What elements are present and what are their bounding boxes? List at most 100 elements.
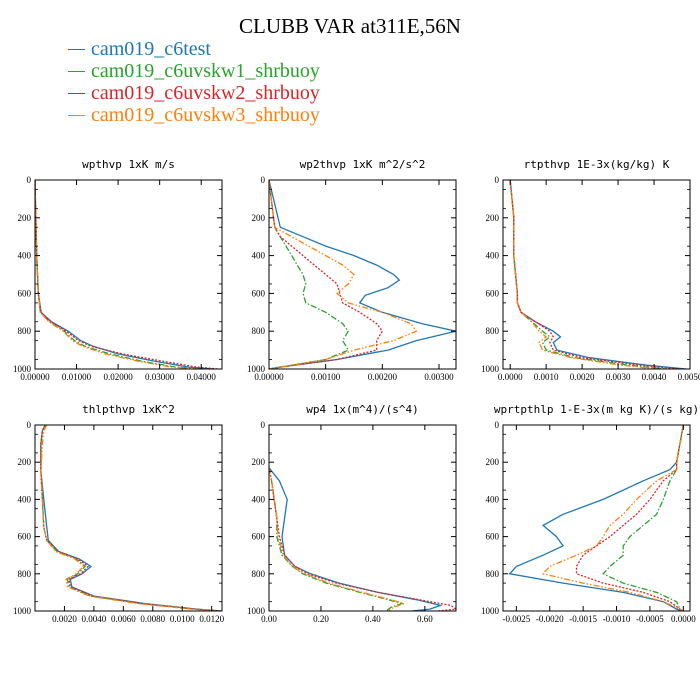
y-tick-label: 800 [252, 326, 266, 336]
series-line [35, 180, 202, 369]
x-tick-label: 0.0120 [199, 614, 224, 624]
series-line [40, 425, 218, 611]
legend-item: cam019_c6uvskw3_shrbuoy [68, 104, 320, 126]
x-tick-label: 0.0040 [82, 614, 107, 624]
panel-title: wp2thvp 1xK m^2/s^2 [300, 158, 426, 171]
legend-label: cam019_c6uvskw2_shrbuoy [91, 82, 320, 104]
legend: cam019_c6test cam019_c6uvskw1_shrbuoy ca… [68, 38, 320, 126]
y-tick-label: 400 [18, 251, 32, 261]
y-tick-label: 1000 [481, 606, 500, 616]
x-tick-label: 0.0080 [140, 614, 165, 624]
y-tick-label: 200 [252, 457, 266, 467]
y-tick-label: 400 [18, 494, 32, 504]
x-tick-label: -0.0015 [569, 614, 597, 624]
x-tick-label: 0.03000 [145, 372, 175, 382]
chart-panel: wprtpthlp 1-E-3x(m kg K)/(s kg) 0 200 400 60… [481, 403, 699, 624]
x-tick-label: 0.60 [417, 614, 433, 624]
series-line [575, 425, 684, 611]
legend-swatch [68, 92, 85, 94]
y-tick-label: 1000 [13, 364, 32, 374]
y-tick-label: 200 [486, 213, 500, 223]
y-tick-label: 0 [27, 175, 32, 185]
x-tick-label: 0.04000 [187, 372, 217, 382]
plot-frame [268, 179, 457, 370]
y-tick-label: 400 [252, 251, 266, 261]
x-tick-label: 0.01000 [62, 372, 92, 382]
y-tick-label: 600 [486, 532, 500, 542]
plot-frame [268, 424, 457, 612]
series-line [509, 180, 658, 369]
y-tick-label: 400 [486, 494, 500, 504]
series-line [269, 467, 407, 611]
y-tick-label: 0 [495, 420, 500, 430]
plot-frame [34, 424, 223, 612]
y-tick-label: 200 [252, 213, 266, 223]
x-tick-label: -0.0020 [536, 614, 564, 624]
series-line [269, 180, 384, 369]
legend-label: cam019_c6uvskw1_shrbuoy [91, 60, 320, 82]
x-tick-label: 0.0100 [170, 614, 195, 624]
x-tick-label: 0.0000 [671, 614, 696, 624]
y-tick-label: 0 [261, 420, 266, 430]
y-tick-label: 800 [18, 569, 32, 579]
series-line [269, 180, 350, 369]
panel-title: wp4 1x(m^4)/(s^4) [306, 403, 419, 416]
legend-label: cam019_c6test [91, 38, 211, 60]
series-line [602, 425, 684, 611]
series-line [269, 180, 456, 369]
panel-title: rtpthvp 1E-3x(kg/kg) K [524, 158, 670, 171]
x-tick-label: 0.0020 [570, 372, 595, 382]
series-line [35, 180, 198, 369]
legend-swatch [68, 114, 85, 116]
series-line [509, 180, 687, 369]
plot-frame [502, 179, 691, 370]
legend-item: cam019_c6test [68, 38, 320, 60]
y-tick-label: 200 [18, 213, 32, 223]
legend-item: cam019_c6uvskw1_shrbuoy [68, 60, 320, 82]
y-tick-label: 600 [486, 288, 500, 298]
series-line [35, 180, 218, 369]
y-tick-label: 400 [486, 251, 500, 261]
y-tick-label: 0 [27, 420, 32, 430]
x-tick-label: 0.40 [365, 614, 381, 624]
x-tick-label: 0.00100 [311, 372, 341, 382]
legend-swatch [68, 70, 85, 72]
x-tick-label: -0.0005 [636, 614, 664, 624]
panel-title: thlpthvp 1xK^2 [82, 403, 175, 416]
y-tick-label: 800 [252, 569, 266, 579]
y-tick-label: 800 [486, 326, 500, 336]
x-tick-label: -0.0025 [502, 614, 530, 624]
x-tick-label: 0.0000 [498, 372, 523, 382]
series-line [508, 425, 684, 611]
y-tick-label: 600 [252, 532, 266, 542]
y-tick-label: 200 [18, 457, 32, 467]
x-tick-label: 0.00000 [20, 372, 50, 382]
chart-panel: wp2thvp 1xK m^2/s^2020040060080010000.00… [247, 158, 457, 382]
series-line [269, 467, 443, 611]
x-tick-label: 0.00300 [424, 372, 454, 382]
y-tick-label: 1000 [13, 606, 32, 616]
series-line [269, 467, 456, 611]
x-tick-label: 0.20 [313, 614, 329, 624]
x-tick-label: 0.0050 [678, 372, 700, 382]
y-tick-label: 1000 [247, 606, 266, 616]
y-tick-label: 1000 [247, 364, 266, 374]
chart-panel: thlpthvp 1xK^2 0 200 400 600 800 1000 0.0020 0.0… [13, 403, 225, 624]
y-tick-label: 200 [486, 457, 500, 467]
y-tick-label: 800 [18, 326, 32, 336]
plot-frame [34, 179, 223, 370]
x-tick-label: 0.00 [261, 614, 277, 624]
plot-frame [502, 424, 691, 612]
x-tick-label: 0.00000 [254, 372, 284, 382]
series-line [509, 180, 665, 369]
x-tick-label: 0.0060 [111, 614, 136, 624]
series-line [35, 180, 214, 369]
x-tick-label: 0.00200 [368, 372, 398, 382]
panel-title: wprtpthlp 1-E-3x(m kg K)/(s kg) [494, 403, 699, 416]
panel-title: wpthvp 1xK m/s [82, 158, 175, 171]
x-tick-label: 0.0010 [534, 372, 559, 382]
series-line [509, 180, 680, 369]
series-line [541, 425, 684, 611]
